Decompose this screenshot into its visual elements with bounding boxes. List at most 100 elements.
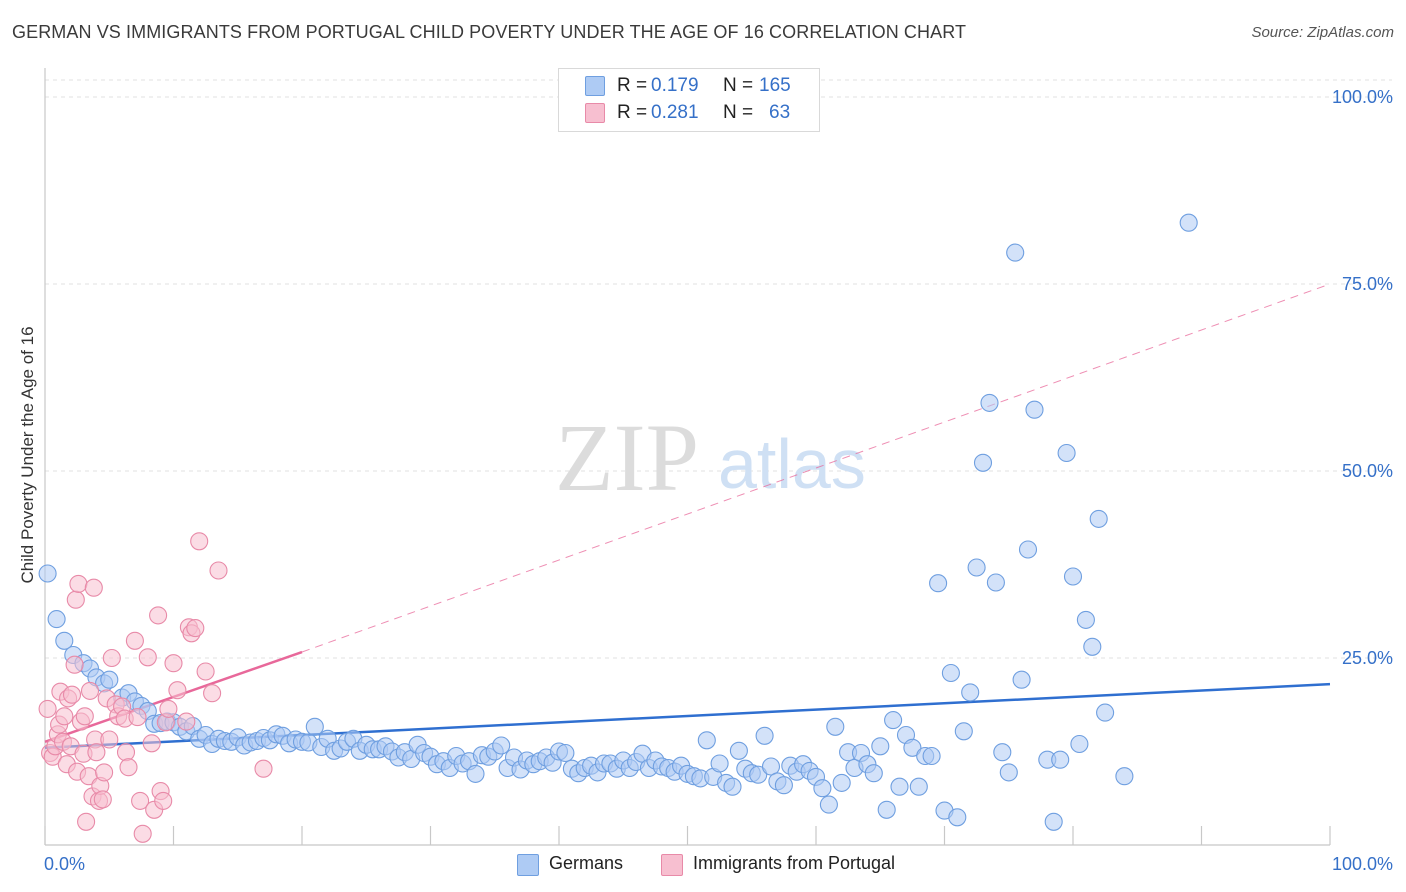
source-label: Source: ZipAtlas.com <box>1251 24 1394 41</box>
point-portugal <box>131 791 150 810</box>
point-germans <box>967 558 986 577</box>
point-portugal <box>116 743 136 762</box>
bottom-legend-label-portugal: Immigrants from Portugal <box>693 853 896 873</box>
legend-r-value: 0.281 <box>651 102 699 123</box>
watermark-atlas: atlas <box>718 425 866 503</box>
point-germans <box>697 731 716 750</box>
trend-layer <box>44 283 1331 750</box>
point-portugal <box>133 824 152 843</box>
point-germans <box>986 573 1005 592</box>
legend-swatch-germans <box>585 76 605 96</box>
y-tick-label: 75.0% <box>1342 274 1393 294</box>
point-germans <box>813 779 832 798</box>
point-germans <box>954 722 973 741</box>
y-tick-label: 25.0% <box>1342 648 1393 668</box>
point-portugal <box>80 681 100 700</box>
point-germans <box>774 776 793 795</box>
watermark: ZIP atlas <box>555 404 866 511</box>
point-germans <box>556 743 575 763</box>
point-germans <box>1012 670 1031 689</box>
point-germans <box>729 741 748 760</box>
point-germans <box>723 777 742 796</box>
point-germans <box>38 564 57 583</box>
point-germans <box>1179 213 1198 232</box>
point-portugal <box>196 662 215 681</box>
point-germans <box>1076 610 1095 629</box>
point-portugal <box>95 763 114 782</box>
legend-n-label: N = <box>723 102 754 123</box>
point-portugal <box>69 574 88 593</box>
bottom-legend-label-germans: Germans <box>549 853 624 873</box>
bottom-legend-swatch-portugal <box>661 854 683 876</box>
legend-n-value: 63 <box>769 102 791 123</box>
point-portugal <box>38 699 57 718</box>
point-germans <box>1089 509 1108 528</box>
point-portugal <box>75 707 94 726</box>
point-portugal <box>93 790 112 809</box>
point-germans <box>1096 703 1115 722</box>
point-germans <box>755 726 774 745</box>
point-portugal <box>164 654 183 673</box>
y-tick-label: 100.0% <box>1332 87 1393 107</box>
point-portugal <box>149 606 168 625</box>
series-portugal <box>38 532 273 843</box>
chart-title: GERMAN VS IMMIGRANTS FROM PORTUGAL CHILD… <box>12 22 967 42</box>
point-germans <box>1063 567 1083 586</box>
point-germans <box>761 757 781 776</box>
point-portugal <box>125 631 144 650</box>
point-germans <box>973 453 993 472</box>
point-germans <box>903 738 922 757</box>
point-germans <box>1018 540 1038 559</box>
correlation-legend: R = 0.179 N = 165 R = 0.281 N = 63 <box>558 68 820 132</box>
series-germans <box>38 213 1198 831</box>
point-germans <box>884 711 903 730</box>
point-germans <box>1025 400 1044 419</box>
point-germans <box>864 764 883 783</box>
point-germans <box>999 763 1018 782</box>
point-portugal <box>87 743 106 762</box>
point-germans <box>749 765 768 784</box>
point-germans <box>1051 750 1070 769</box>
point-germans <box>961 683 980 702</box>
point-portugal <box>177 712 196 731</box>
point-portugal <box>154 791 173 810</box>
point-portugal <box>62 685 82 704</box>
grid-layer <box>45 79 1392 659</box>
point-germans <box>948 808 967 827</box>
point-portugal <box>65 655 84 674</box>
point-germans <box>55 631 74 650</box>
point-germans <box>922 746 941 766</box>
point-germans <box>100 670 119 689</box>
point-germans <box>305 717 324 736</box>
point-portugal <box>159 699 178 718</box>
point-portugal <box>100 730 119 749</box>
legend-n-label: N = <box>723 75 754 96</box>
point-germans <box>877 800 896 819</box>
point-portugal <box>186 619 205 638</box>
point-germans <box>1057 443 1076 463</box>
point-germans <box>929 574 948 593</box>
point-portugal <box>142 734 161 753</box>
point-portugal <box>66 590 85 609</box>
point-germans <box>871 737 890 756</box>
point-germans <box>980 393 999 412</box>
point-portugal <box>128 708 147 727</box>
point-portugal <box>102 648 121 668</box>
legend-r-label: R = <box>617 75 648 96</box>
point-portugal <box>168 681 187 700</box>
point-portugal <box>84 578 103 597</box>
bottom-legend-swatch-germans <box>517 854 539 876</box>
point-portugal <box>77 812 96 831</box>
legend-r-label: R = <box>617 102 648 123</box>
point-germans <box>492 736 511 755</box>
legend-r-value: 0.179 <box>651 75 699 96</box>
point-portugal <box>190 532 209 551</box>
point-germans <box>710 754 729 773</box>
point-portugal <box>55 707 74 726</box>
point-portugal <box>119 758 138 777</box>
x-tick-label-max: 100.0% <box>1332 854 1393 874</box>
point-germans <box>993 743 1012 762</box>
point-portugal <box>209 561 228 580</box>
point-germans <box>819 795 838 814</box>
